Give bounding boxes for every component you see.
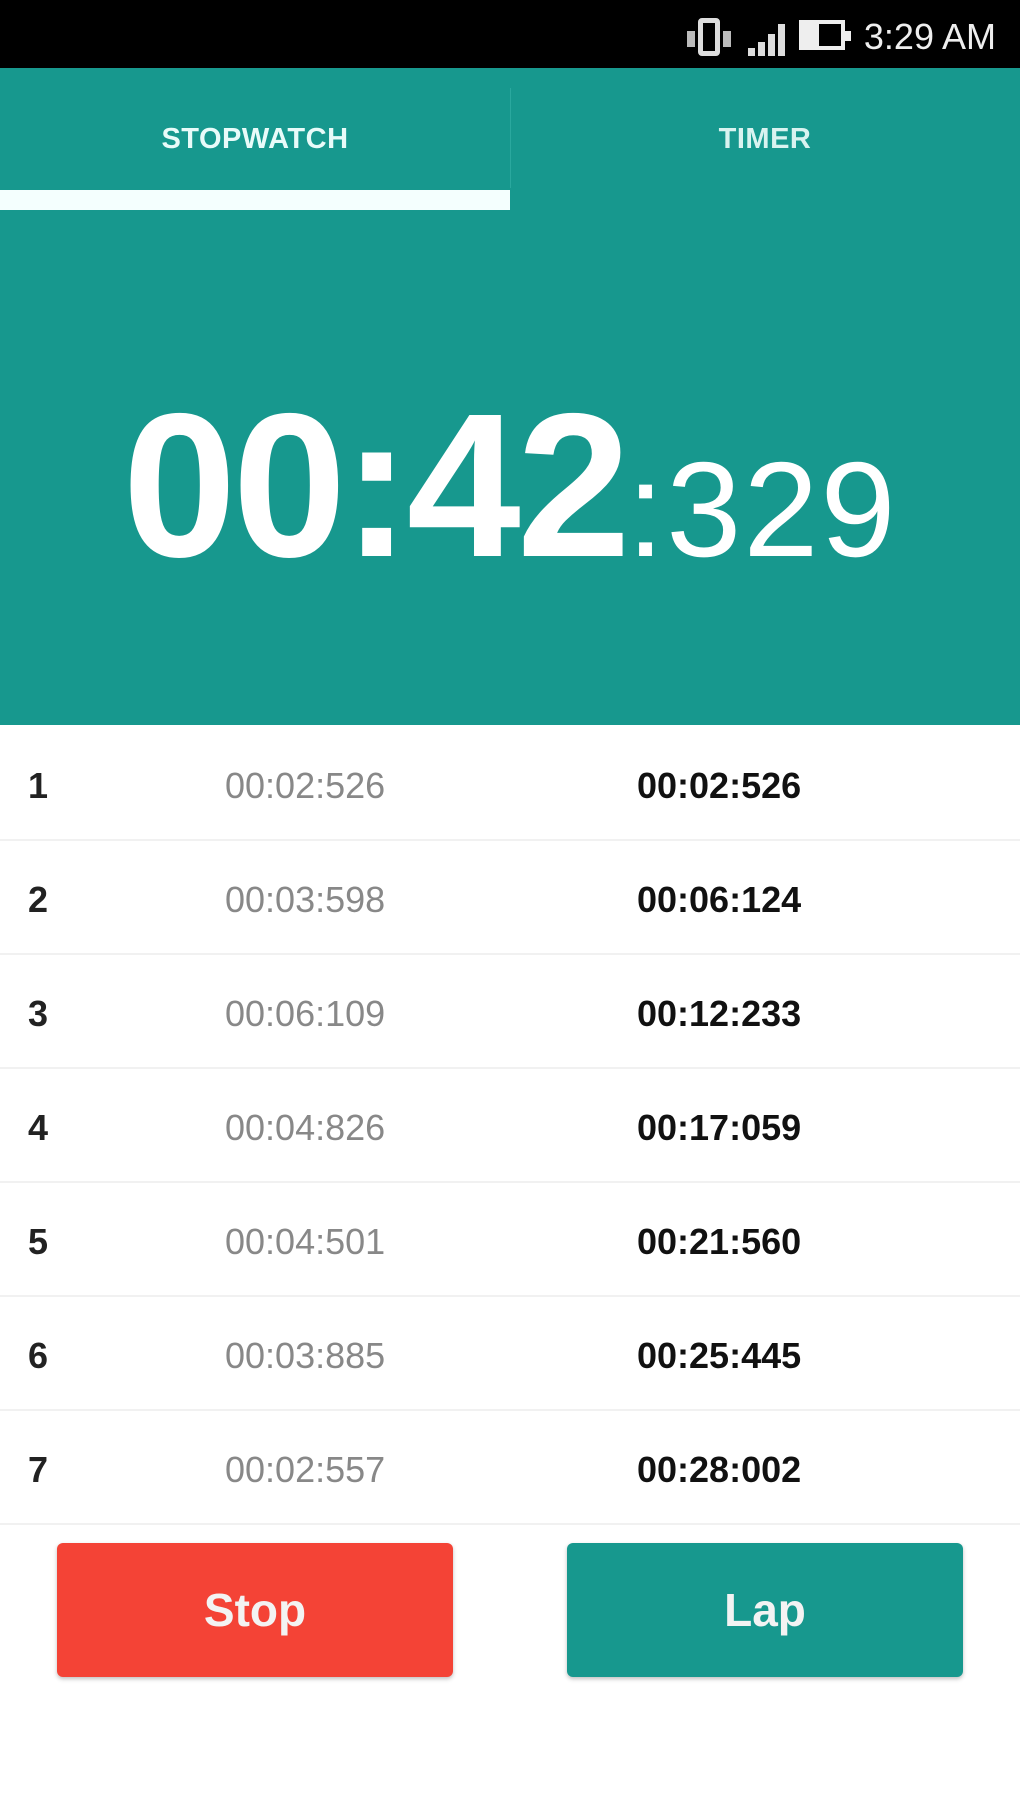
lap-number: 6 xyxy=(28,1335,49,1376)
lap-number: 4 xyxy=(28,1107,49,1148)
elapsed-milliseconds: 329 xyxy=(666,434,898,585)
signal-icon xyxy=(748,24,785,56)
lap-number: 7 xyxy=(28,1449,49,1490)
lap-number: 5 xyxy=(28,1221,49,1262)
lap-list: 1 00:02:526 00:02:526 2 00:03:598 00:06:124 3 0… xyxy=(0,727,1020,1525)
lap-number: 2 xyxy=(28,879,49,920)
lap-button[interactable]: Lap xyxy=(567,1543,963,1677)
lap-number: 1 xyxy=(28,765,49,806)
total-time: 00:12:233 xyxy=(637,993,802,1034)
lap-time: 00:04:501 xyxy=(225,1221,386,1262)
lap-time: 00:04:826 xyxy=(225,1107,386,1148)
lap-time: 00:02:526 xyxy=(225,765,386,806)
stopwatch-display: 00:42:329 xyxy=(0,368,1020,604)
lap-row: 3 00:06:109 00:12:233 xyxy=(0,955,1020,1069)
lap-row: 6 00:03:885 00:25:445 xyxy=(0,1297,1020,1411)
separator: : xyxy=(626,434,667,585)
lap-row: 7 00:02:557 00:28:002 xyxy=(0,1411,1020,1525)
total-time: 00:21:560 xyxy=(637,1221,802,1262)
stopwatch-header: STOPWATCH TIMER 00:42:329 xyxy=(0,68,1020,725)
tab-stopwatch[interactable]: STOPWATCH xyxy=(161,123,349,155)
tab-timer[interactable]: TIMER xyxy=(718,123,812,155)
total-time: 00:17:059 xyxy=(637,1107,802,1148)
status-time: 3:29 AM xyxy=(863,16,996,57)
lap-time: 00:06:109 xyxy=(225,993,386,1034)
lap-row: 5 00:04:501 00:21:560 xyxy=(0,1183,1020,1297)
lap-number: 3 xyxy=(28,993,49,1034)
tab-bar: STOPWATCH TIMER xyxy=(0,68,1020,210)
status-bar: 3:29 AM xyxy=(0,0,1020,68)
total-time: 00:02:526 xyxy=(637,765,802,806)
elapsed-time: 00:42 xyxy=(122,371,630,600)
lap-row: 1 00:02:526 00:02:526 xyxy=(0,727,1020,841)
lap-row: 4 00:04:826 00:17:059 xyxy=(0,1069,1020,1183)
lap-row: 2 00:03:598 00:06:124 xyxy=(0,841,1020,955)
lap-time: 00:02:557 xyxy=(225,1449,386,1490)
total-time: 00:06:124 xyxy=(637,879,802,920)
total-time: 00:25:445 xyxy=(637,1335,802,1376)
vibrate-icon xyxy=(687,18,731,56)
lap-time: 00:03:598 xyxy=(225,879,386,920)
lap-time: 00:03:885 xyxy=(225,1335,386,1376)
tab-indicator xyxy=(0,190,510,210)
battery-icon xyxy=(799,20,851,50)
total-time: 00:28:002 xyxy=(637,1449,802,1490)
tab-divider xyxy=(510,88,511,188)
stop-button[interactable]: Stop xyxy=(57,1543,453,1677)
